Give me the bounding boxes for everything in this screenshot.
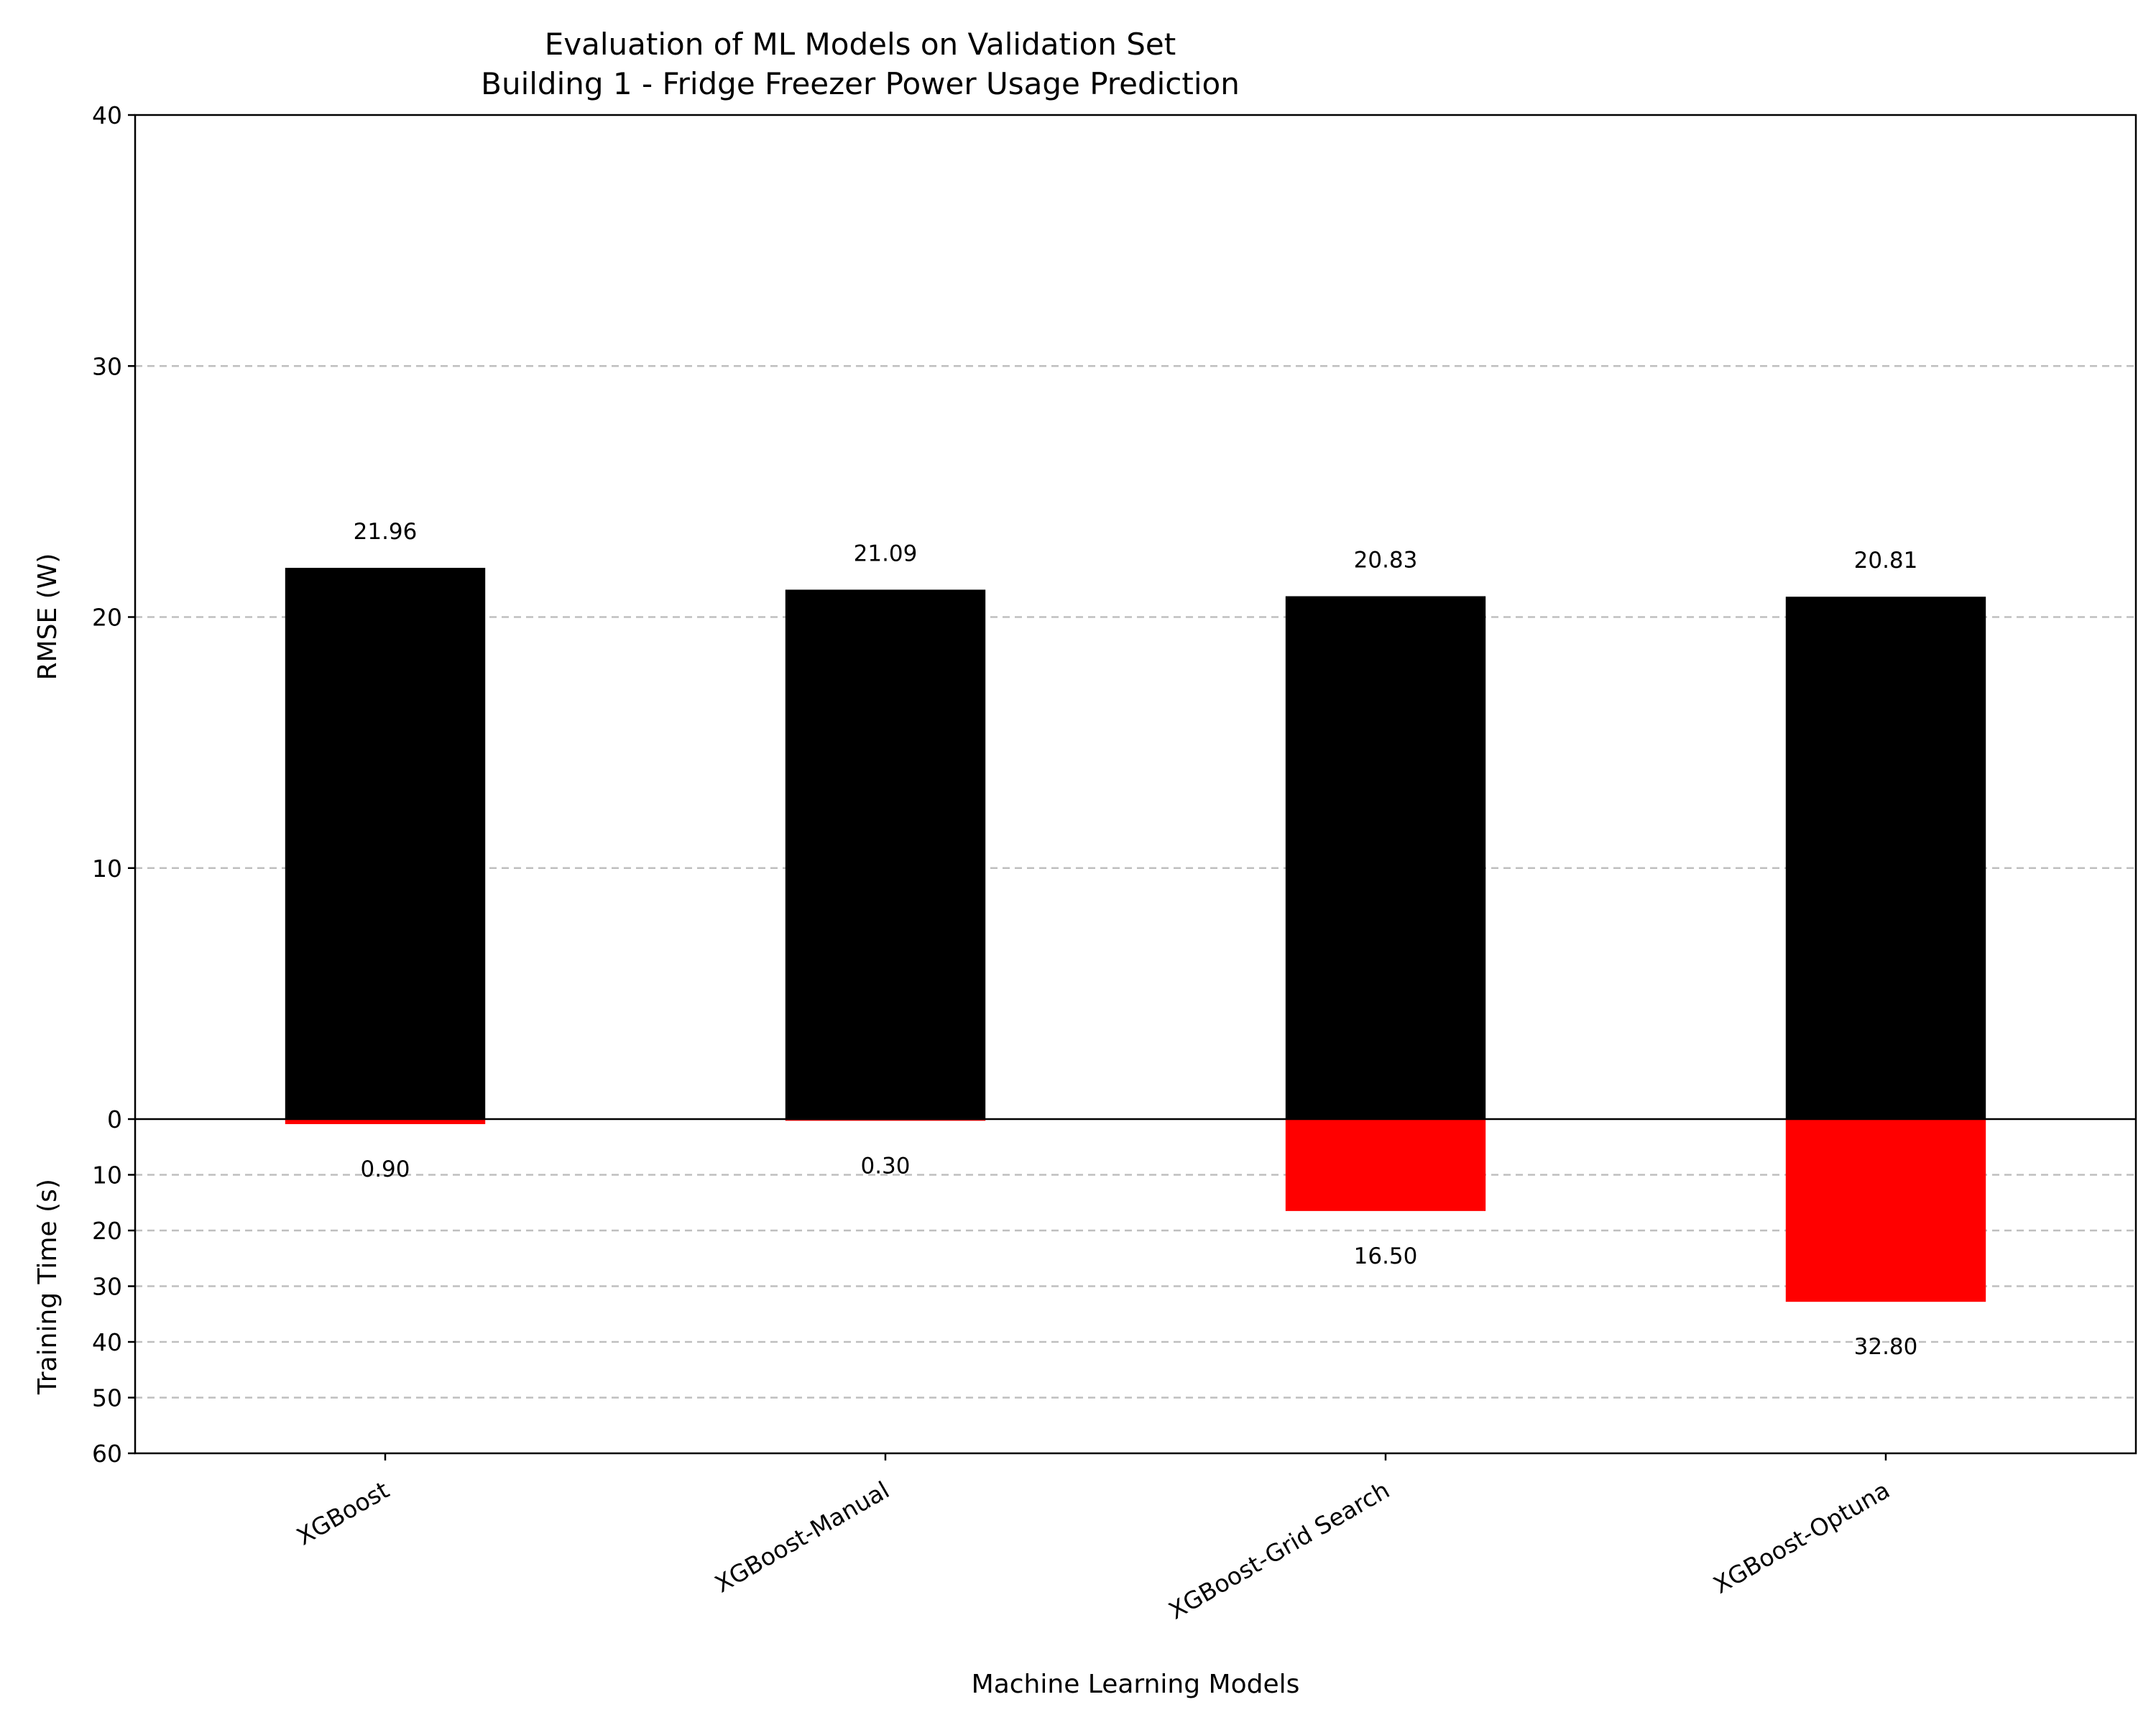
data-labels: 21.96 0.90 21.09 0.30 20.83 16.50 20.81 32.80 [354,519,1918,1360]
rmse-value-label: 20.83 [1354,548,1418,574]
training-time-bar [1785,1119,1986,1302]
y-axis-label-top: RMSE (W) [33,553,63,681]
y-ticks: 0 10 20 30 40 10 20 30 40 50 60 [92,101,135,1468]
rmse-bar [1285,596,1486,1119]
rmse-value-label: 21.96 [354,519,418,545]
rmse-bar [785,589,986,1119]
y-tick-label-top: 0 [107,1105,122,1133]
plot-frame [134,114,2137,1455]
y-tick-label-bottom: 30 [92,1273,122,1301]
rmse-bar [285,568,486,1119]
y-tick-label-bottom: 40 [92,1328,122,1356]
training-time-bar [1285,1119,1486,1211]
x-axis-label: Machine Learning Models [972,1670,1300,1699]
rmse-value-label: 20.81 [1854,548,1918,574]
y-tick-label-top: 30 [92,352,122,380]
x-tick-label: XGBoost [292,1476,394,1550]
x-tick-label: XGBoost-Manual [710,1476,894,1598]
y-tick-label-top: 40 [92,101,122,129]
rmse-value-label: 21.09 [854,540,918,566]
y-tick-label-bottom: 60 [92,1440,122,1468]
training-time-value-label: 0.90 [360,1156,410,1182]
y-tick-label-top: 20 [92,604,122,632]
training-time-value-label: 0.30 [860,1153,910,1179]
chart-subtitle: Building 1 - Fridge Freezer Power Usage … [481,66,1240,101]
x-ticks: XGBoost XGBoost-Manual XGBoost-Grid Search… [292,1453,1894,1625]
bars [285,568,1986,1302]
y-tick-label-top: 10 [92,855,122,883]
y-tick-label-bottom: 10 [92,1162,122,1190]
training-time-value-label: 32.80 [1854,1334,1918,1360]
training-time-value-label: 16.50 [1354,1243,1418,1269]
training-time-bar [285,1119,486,1124]
y-tick-label-bottom: 50 [92,1384,122,1412]
x-tick-label: XGBoost-Grid Search [1164,1476,1394,1625]
y-tick-label-bottom: 20 [92,1217,122,1245]
rmse-bar [1785,597,1986,1119]
x-tick-label: XGBoost-Optuna [1708,1476,1894,1599]
y-axis-label-bottom: Training Time (s) [33,1179,63,1395]
chart-title: Evaluation of ML Models on Validation Se… [545,27,1176,62]
